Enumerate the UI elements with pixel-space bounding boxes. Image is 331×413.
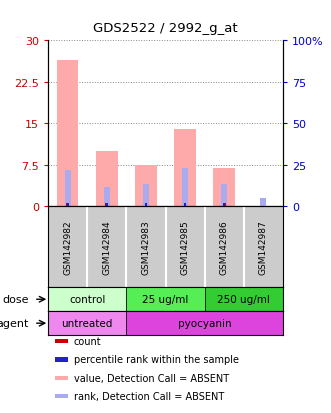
Bar xyxy=(174,130,196,206)
Text: agent: agent xyxy=(0,318,29,328)
Bar xyxy=(184,204,186,206)
Text: GSM142984: GSM142984 xyxy=(102,220,111,274)
Bar xyxy=(205,287,283,311)
Bar xyxy=(126,311,283,335)
Text: percentile rank within the sample: percentile rank within the sample xyxy=(74,355,239,365)
Text: pyocyanin: pyocyanin xyxy=(178,318,231,328)
Bar xyxy=(143,185,149,206)
Bar xyxy=(55,358,68,362)
Bar xyxy=(223,204,226,206)
Bar xyxy=(55,394,68,399)
Text: GSM142985: GSM142985 xyxy=(181,220,190,275)
Bar xyxy=(96,152,118,206)
Bar xyxy=(48,287,126,311)
Bar xyxy=(55,376,68,380)
Bar xyxy=(48,311,126,335)
Bar xyxy=(126,287,205,311)
Text: count: count xyxy=(74,336,102,346)
Bar xyxy=(135,165,157,206)
Text: dose: dose xyxy=(3,294,29,304)
Text: value, Detection Call = ABSENT: value, Detection Call = ABSENT xyxy=(74,373,229,383)
Bar xyxy=(260,198,266,206)
Bar xyxy=(57,61,78,206)
Bar xyxy=(182,168,188,206)
Bar xyxy=(145,204,147,206)
Bar xyxy=(66,204,69,206)
Bar xyxy=(55,339,68,343)
Text: GSM142982: GSM142982 xyxy=(63,220,72,274)
Text: untreated: untreated xyxy=(62,318,113,328)
Bar xyxy=(105,204,108,206)
Bar xyxy=(104,188,110,206)
Bar xyxy=(184,204,186,206)
Text: 25 ug/ml: 25 ug/ml xyxy=(142,294,189,304)
Text: control: control xyxy=(69,294,105,304)
Text: GDS2522 / 2992_g_at: GDS2522 / 2992_g_at xyxy=(93,22,238,35)
Bar xyxy=(67,204,69,206)
Text: GSM142987: GSM142987 xyxy=(259,220,268,275)
Text: 250 ug/ml: 250 ug/ml xyxy=(217,294,270,304)
Text: rank, Detection Call = ABSENT: rank, Detection Call = ABSENT xyxy=(74,392,224,401)
Bar xyxy=(65,171,71,206)
Bar xyxy=(106,204,108,206)
Bar xyxy=(145,204,147,206)
Text: GSM142983: GSM142983 xyxy=(141,220,150,275)
Text: GSM142986: GSM142986 xyxy=(220,220,229,275)
Bar xyxy=(223,204,225,206)
Bar xyxy=(213,168,235,206)
Bar xyxy=(221,185,227,206)
